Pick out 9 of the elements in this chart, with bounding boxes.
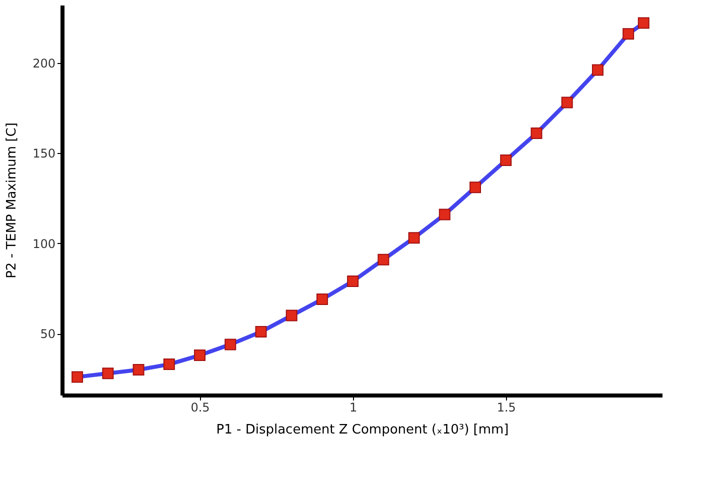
y-axis-title: P2 - TEMP Maximum [C] — [4, 122, 20, 278]
y-tick-label: 100 — [32, 236, 56, 251]
x-tick-label: 1 — [349, 400, 358, 414]
x-tick-label: 0.5 — [190, 400, 210, 414]
y-tick-label: 50 — [40, 327, 56, 342]
x-tick-label: 1.5 — [496, 400, 516, 414]
y-tick-label: 150 — [32, 146, 56, 161]
x-axis-title: P1 - Displacement Z Component (ₓ10³) [mm] — [216, 422, 509, 438]
y-tick-label: 200 — [32, 56, 56, 70]
